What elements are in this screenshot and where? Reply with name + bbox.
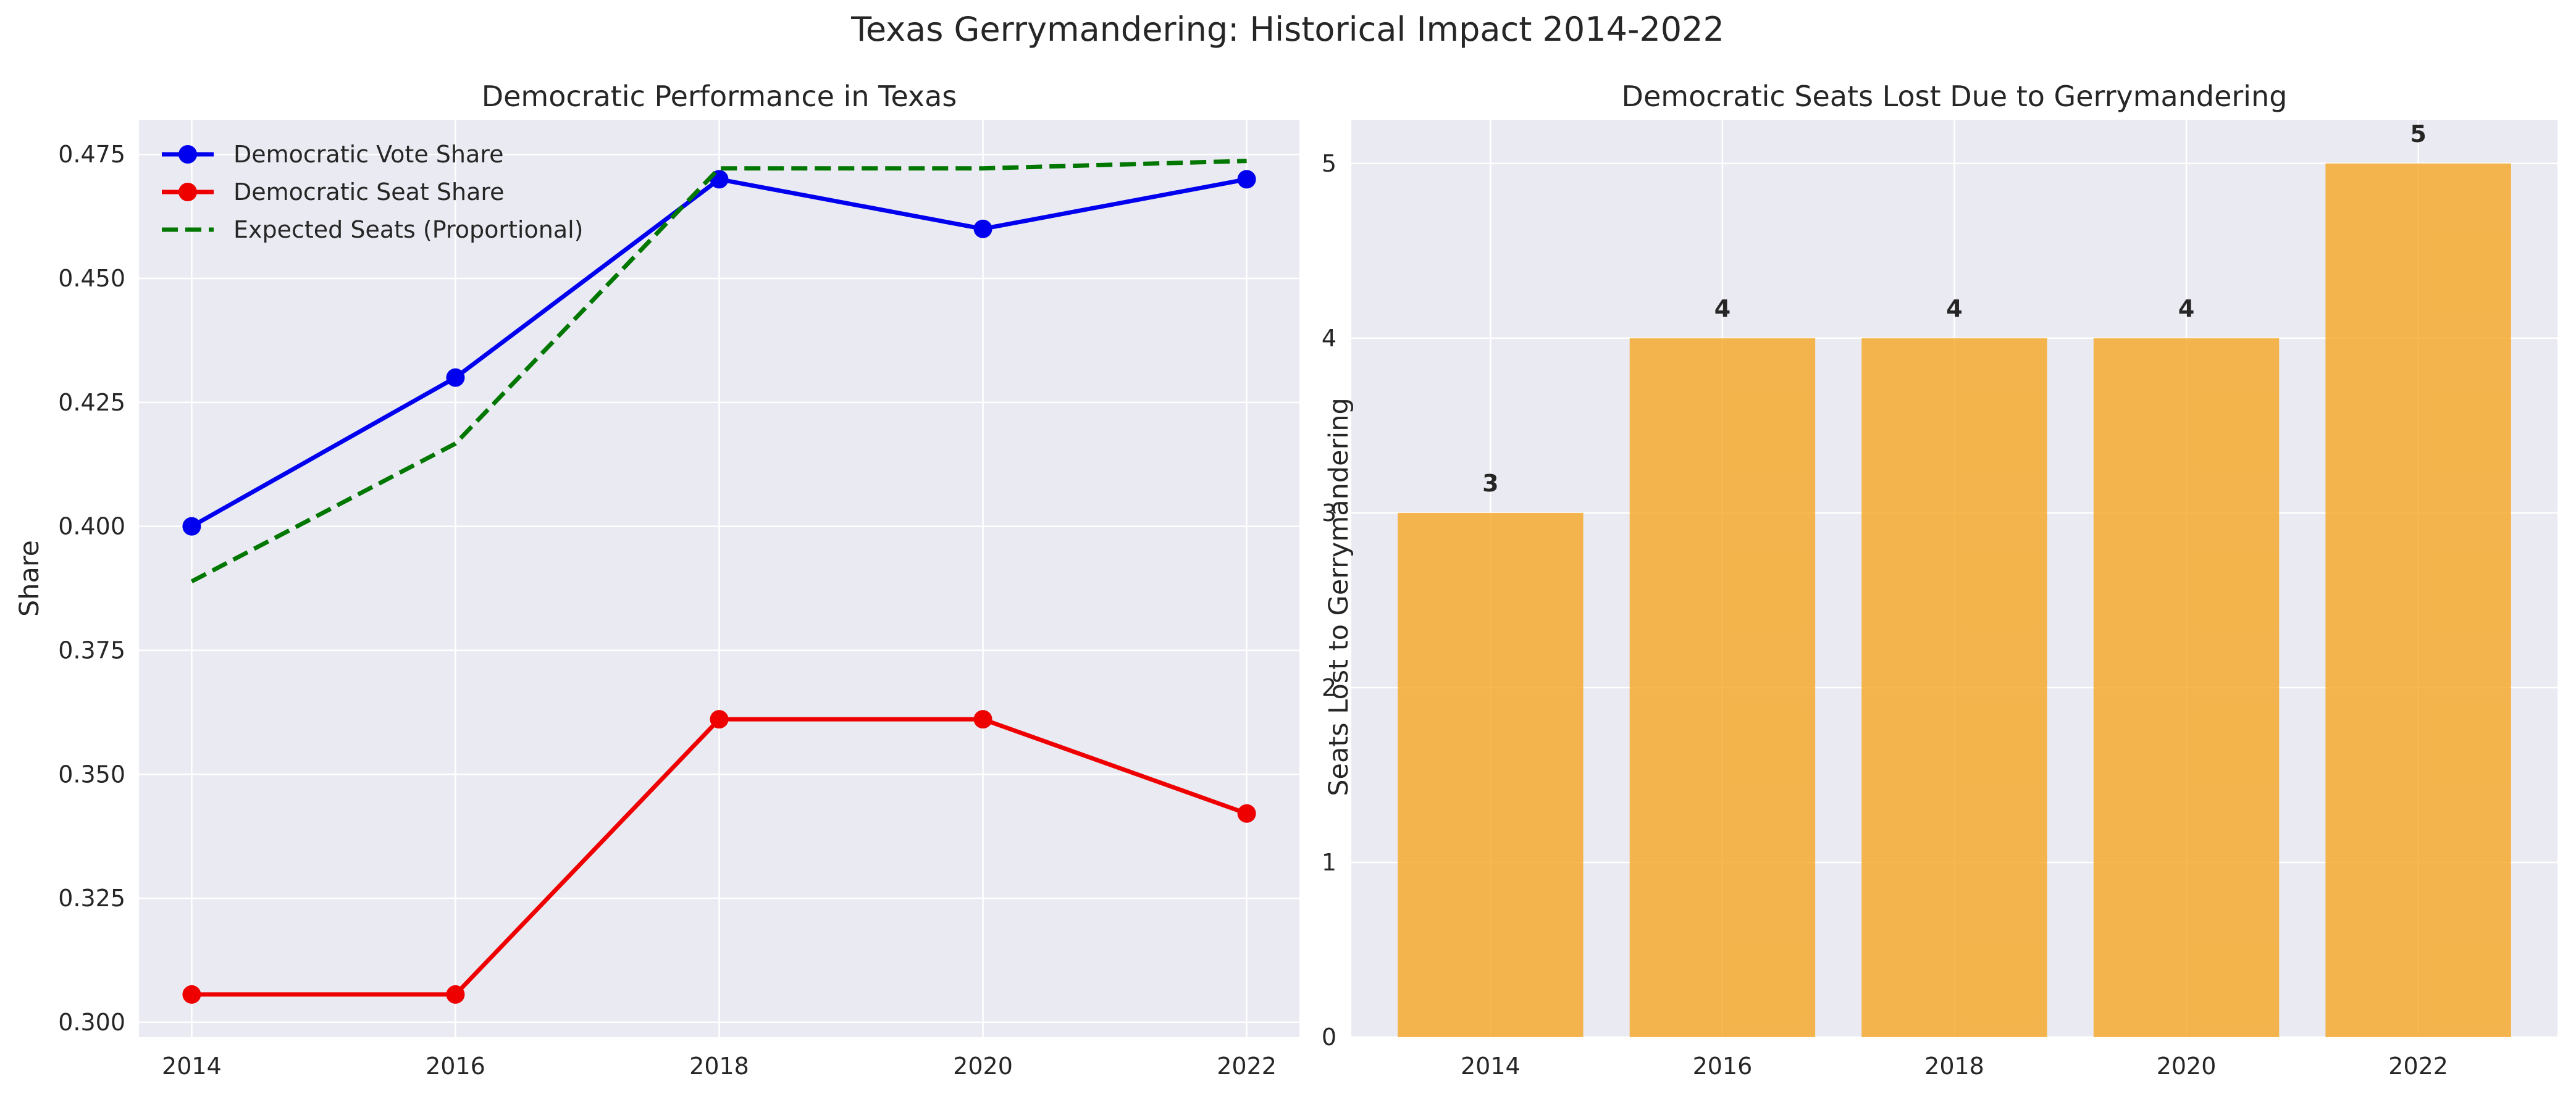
line-chart-x-ticks: 2014 2016 2018 2020 2022 [162, 1053, 1277, 1080]
bar-chart-x-tick-label: 2016 [1693, 1053, 1753, 1080]
line-chart-x-tick-label: 2016 [426, 1053, 485, 1080]
bar-chart-data-labels: 3 4 4 4 5 [1482, 120, 2427, 497]
line-chart-x-tick-label: 2018 [689, 1053, 749, 1080]
legend-marker-vote-share [178, 145, 197, 164]
line-chart-y-tick-label: 0.300 [58, 1009, 125, 1036]
line-chart-y-tick-label: 0.475 [58, 141, 125, 168]
bar-chart-y-ticks: 0 1 2 3 4 5 [1322, 150, 1336, 1051]
bar-2020 [2093, 338, 2280, 1037]
line-chart-y-ticks: 0.300 0.325 0.350 0.375 0.400 0.425 0.450 0.475 [58, 141, 125, 1036]
series-point-vote-share [446, 368, 465, 387]
series-point-seat-share [182, 985, 201, 1004]
bar-chart-y-tick-label: 1 [1322, 849, 1336, 876]
bar-chart-y-axis-label: Seats Lost to Gerrymandering [1324, 398, 1354, 796]
line-chart-y-tick-label: 0.325 [58, 885, 125, 912]
line-chart-y-tick-label: 0.450 [58, 265, 125, 292]
bar-chart-x-tick-label: 2022 [2388, 1053, 2448, 1080]
figure-suptitle: Texas Gerrymandering: Historical Impact … [850, 10, 1724, 49]
line-chart-y-axis-label: Share [14, 540, 45, 617]
series-point-seat-share [1237, 804, 1256, 823]
bar-chart-x-tick-label: 2020 [2157, 1053, 2217, 1080]
bar-chart-y-tick-label: 3 [1322, 499, 1336, 527]
line-chart-x-tick-label: 2022 [1217, 1053, 1277, 1080]
bar-2018 [1861, 338, 2047, 1037]
legend-label-seat-share: Democratic Seat Share [233, 178, 505, 206]
bar-2016 [1629, 338, 1816, 1037]
series-point-vote-share [182, 517, 201, 536]
legend-label-expected-seats: Expected Seats (Proportional) [233, 216, 584, 243]
line-chart-title: Democratic Performance in Texas [482, 80, 957, 113]
bar-chart-bars [1398, 163, 2511, 1037]
legend-item-vote-share: Democratic Vote Share [162, 141, 503, 168]
line-chart-y-tick-label: 0.425 [58, 389, 125, 416]
legend-label-vote-share: Democratic Vote Share [233, 141, 503, 168]
bar-value-label-2020: 4 [2178, 295, 2194, 322]
bar-chart-y-tick-label: 4 [1322, 325, 1336, 352]
series-point-vote-share [1237, 170, 1256, 189]
line-chart-y-tick-label: 0.400 [58, 513, 125, 540]
bar-chart-x-ticks: 2014 2016 2018 2020 2022 [1461, 1053, 2448, 1080]
series-point-seat-share [973, 710, 992, 729]
series-point-seat-share [710, 710, 729, 729]
bar-chart-x-tick-label: 2018 [1924, 1053, 1984, 1080]
line-chart-series [182, 159, 1256, 1004]
bar-2014 [1398, 512, 1584, 1037]
bar-chart-y-tick-label: 2 [1322, 674, 1336, 701]
bar-value-label-2018: 4 [1946, 295, 1962, 322]
line-chart-x-tick-label: 2020 [953, 1053, 1013, 1080]
bar-2022 [2325, 163, 2511, 1037]
legend-marker-seat-share [178, 183, 197, 201]
bar-chart-x-tick-label: 2014 [1461, 1053, 1521, 1080]
line-chart-legend: Democratic Vote Share Democratic Seat Sh… [162, 141, 584, 243]
bar-chart-y-tick-label: 5 [1322, 150, 1336, 177]
line-chart-panel: Democratic Performance in Texas Share 0.… [14, 80, 1299, 1080]
legend-item-expected-seats: Expected Seats (Proportional) [162, 216, 584, 243]
bar-value-label-2016: 4 [1714, 295, 1731, 322]
series-point-vote-share [973, 219, 992, 238]
line-chart-y-tick-label: 0.375 [58, 636, 125, 664]
bar-value-label-2014: 3 [1482, 470, 1498, 497]
legend-item-seat-share: Democratic Seat Share [162, 178, 505, 206]
bar-chart-y-tick-label: 0 [1322, 1024, 1336, 1051]
bar-value-label-2022: 5 [2410, 120, 2426, 148]
line-chart-grid [139, 120, 1299, 1037]
bar-chart-title: Democratic Seats Lost Due to Gerrymander… [1622, 80, 2288, 113]
line-chart-y-tick-label: 0.350 [58, 761, 125, 788]
line-chart-x-tick-label: 2014 [162, 1053, 222, 1080]
bar-chart-panel: Democratic Seats Lost Due to Gerrymander… [1322, 80, 2557, 1080]
series-point-seat-share [446, 985, 465, 1004]
series-line-expected-seats [190, 159, 1247, 583]
